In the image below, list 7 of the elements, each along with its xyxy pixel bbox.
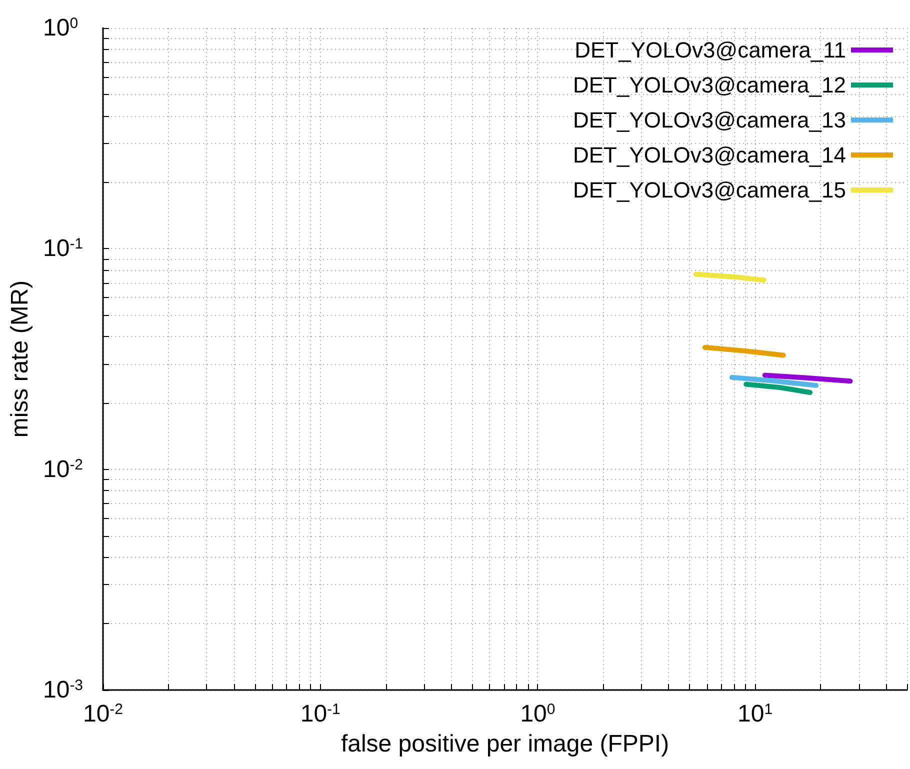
legend-label: DET_YOLOv3@camera_12 bbox=[572, 72, 846, 98]
legend-label: DET_YOLOv3@camera_13 bbox=[572, 108, 846, 132]
legend-label: DET_YOLOv3@camera_15 bbox=[572, 178, 846, 202]
legend-label: DET_YOLOv3@camera_11 bbox=[574, 38, 846, 62]
y-axis-title: miss rate (MR) bbox=[6, 280, 34, 438]
x-axis-title: false positive per image (FPPI) bbox=[340, 730, 670, 758]
legend-label: DET_YOLOv3@camera_14 bbox=[572, 142, 846, 168]
